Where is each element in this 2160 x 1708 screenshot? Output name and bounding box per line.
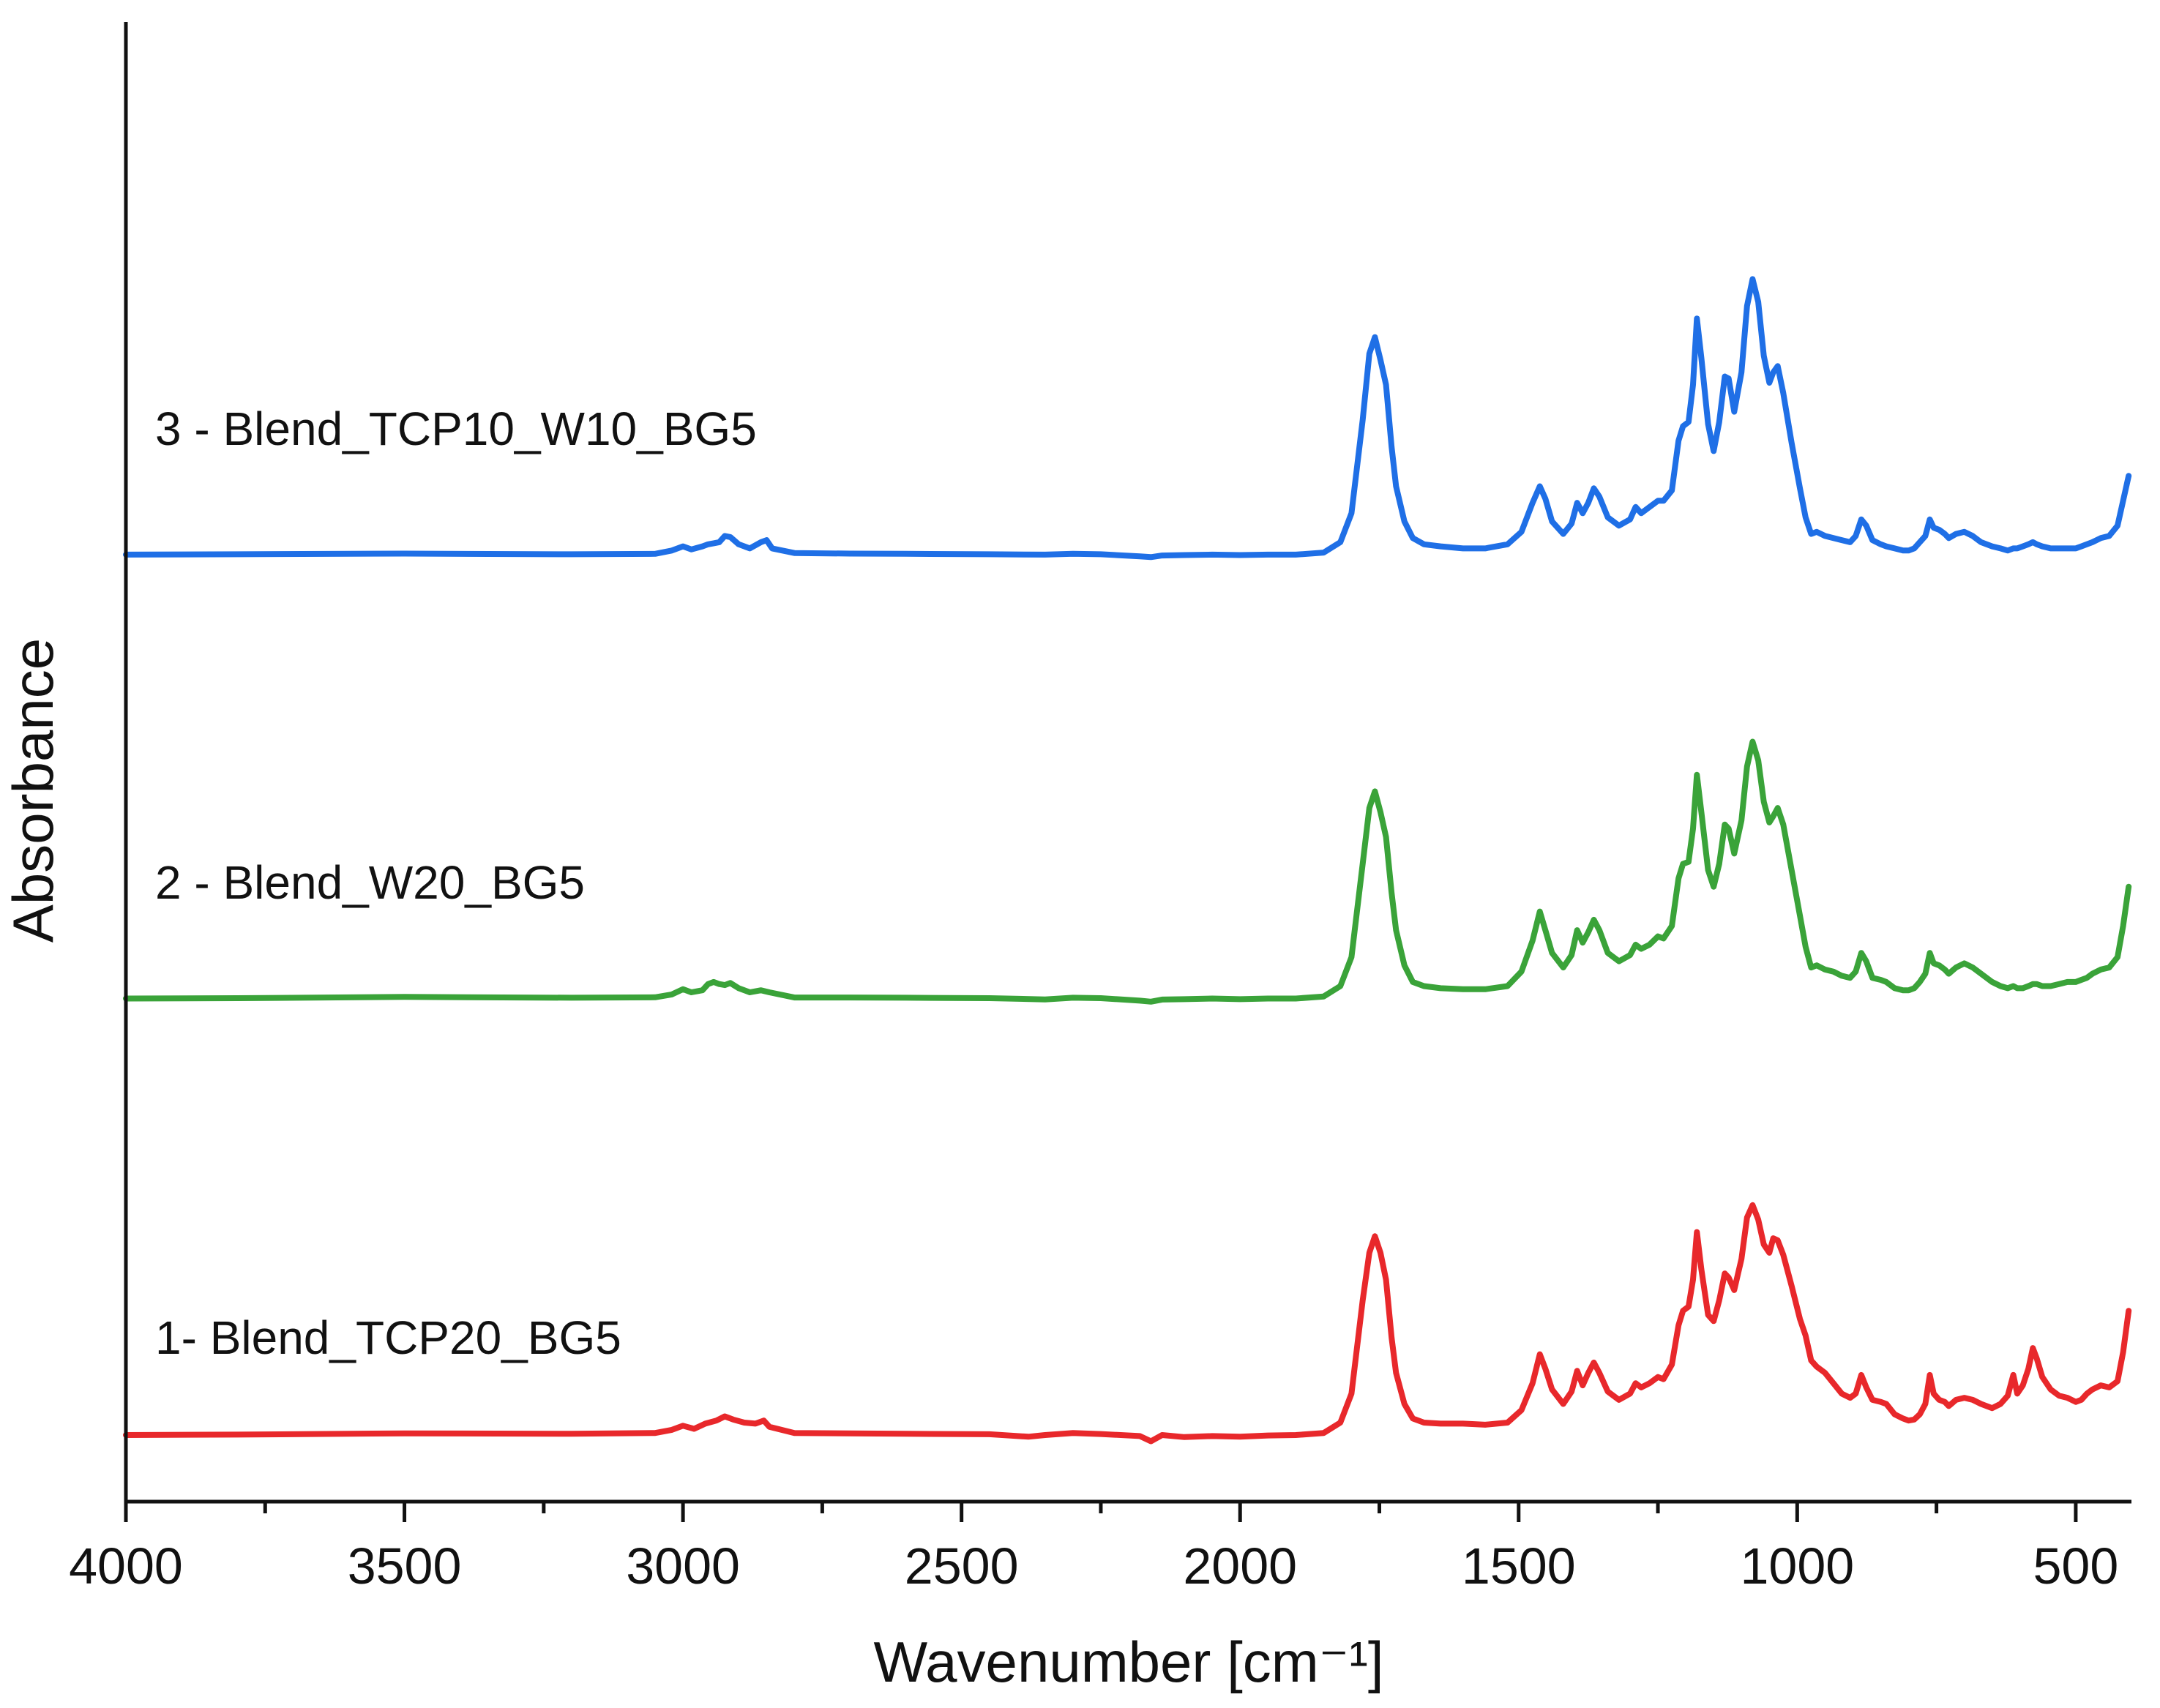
y-axis-title: Absorbance: [1, 638, 65, 943]
x-tick-label: 3500: [348, 1537, 462, 1595]
x-tick-label: 1000: [1740, 1537, 1854, 1595]
x-ticks: 4000 3500 3000 2500 2000 1500 1000 500: [69, 1502, 2118, 1595]
x-tick-label: 3000: [626, 1537, 740, 1595]
x-tick-label: 2500: [905, 1537, 1019, 1595]
x-tick-label: 4000: [69, 1537, 183, 1595]
series-line-2: [123, 738, 2132, 1005]
x-axis-title: Wavenumber [cm⁻¹]: [873, 1630, 1383, 1694]
series-line-3: [123, 276, 2132, 561]
series-label-2: 2 - Blend_W20_BG5: [155, 856, 585, 909]
x-tick-label: 500: [2033, 1537, 2118, 1595]
series-label-3: 3 - Blend_TCP10_W10_BG5: [155, 402, 757, 455]
x-tick-label: 2000: [1183, 1537, 1297, 1595]
series-label-1: 1- Blend_TCP20_BG5: [155, 1311, 621, 1364]
x-tick-label: 1500: [1462, 1537, 1576, 1595]
series-labels: 1- Blend_TCP20_BG5 2 - Blend_W20_BG5 3 - B…: [155, 402, 757, 1364]
plot-area: [123, 276, 2132, 1445]
series-line-1: [123, 1202, 2132, 1445]
x-axis: 4000 3500 3000 2500 2000 1500 1000 500: [69, 1499, 2131, 1595]
